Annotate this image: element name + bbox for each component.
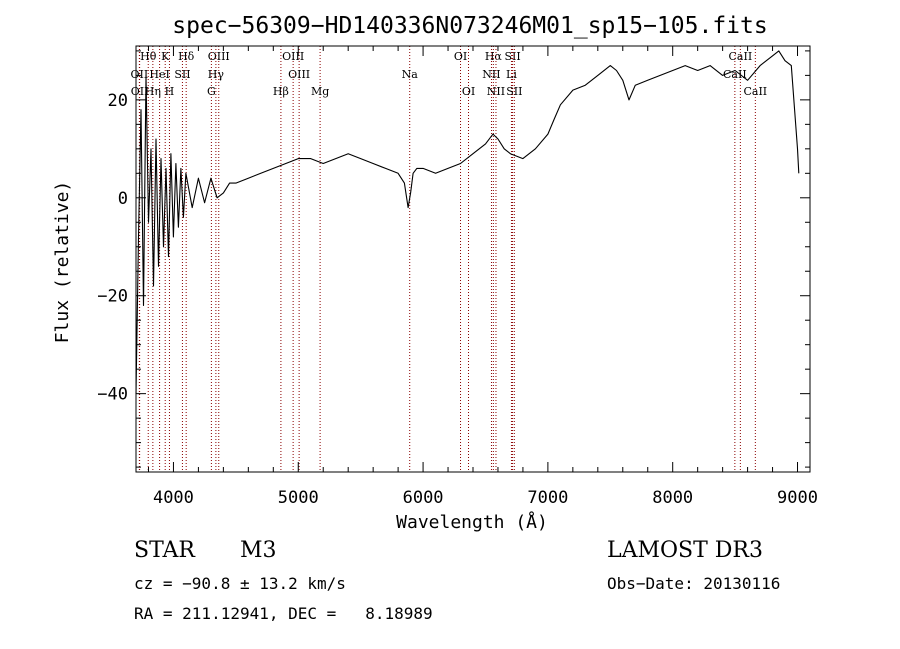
x-tick-label: 4000 — [153, 488, 194, 508]
spectral-line-label: OIII — [282, 50, 304, 63]
spectral-line-label: Li — [506, 68, 517, 81]
x-axis-label: Wavelength (Å) — [396, 511, 548, 533]
x-tick-label: 5000 — [278, 488, 319, 508]
x-tick-label: 9000 — [777, 488, 818, 508]
spectral-line-label: Hδ — [178, 50, 195, 63]
spectral-line-label: Hα — [485, 50, 503, 63]
spectral-line-label: NII — [482, 68, 500, 81]
coordinates: RA = 211.12941, DEC = 8.18989 — [134, 604, 433, 623]
x-tick-label: 8000 — [652, 488, 693, 508]
spectral-line-label: OII — [131, 68, 149, 81]
redshift-cz: cz = −90.8 ± 13.2 km/s — [134, 574, 346, 593]
spectral-line-label: Mg — [311, 85, 329, 98]
spectrum-series-line — [135, 50, 800, 394]
spectral-line-label: CaII — [729, 50, 753, 63]
spectral-line-label: SII — [174, 68, 190, 81]
spectral-line-label: OI — [462, 85, 475, 98]
spectral-line-label: CaII — [723, 68, 747, 81]
y-tick-label: −20 — [97, 287, 128, 307]
y-axis-label: Flux (relative) — [52, 181, 73, 344]
y-tick-label: −40 — [97, 385, 128, 405]
spectral-line-label: Hγ — [208, 68, 225, 81]
spectral-line-label: K — [161, 50, 170, 63]
spectral-line-label: Na — [402, 68, 419, 81]
x-tick-label: 6000 — [403, 488, 444, 508]
spectral-line-label: OII — [131, 85, 149, 98]
spectral-line-label: H — [165, 85, 175, 98]
spectral-line-label: OIII — [208, 50, 230, 63]
spectral-line-label: SII — [504, 50, 520, 63]
spectral-line-label: HeI — [149, 68, 169, 81]
object-class: STAR — [134, 538, 195, 563]
survey-name: LAMOST DR3 — [607, 538, 763, 563]
x-tick-label: 7000 — [527, 488, 568, 508]
spectral-line-label: OIII — [288, 68, 310, 81]
object-subclass: M3 — [240, 538, 277, 563]
spectral-line-label: G — [207, 85, 216, 98]
spectral-line-label: Hθ — [140, 50, 157, 63]
spectral-line-label: NII — [487, 85, 505, 98]
spectral-line-label: Hβ — [273, 85, 289, 98]
obs-date: Obs−Date: 20130116 — [607, 574, 781, 593]
y-tick-label: 20 — [108, 91, 128, 111]
spectral-line-label: SII — [506, 85, 522, 98]
plot-frame — [135, 45, 811, 473]
y-tick-label: 0 — [118, 189, 128, 209]
spectral-line-label: CaII — [743, 85, 767, 98]
chart-title: spec−56309−HD140336N073246M01_sp15−105.f… — [172, 13, 767, 39]
spectral-line-label: Hη — [145, 85, 161, 98]
spectral-line-label: OI — [454, 50, 467, 63]
